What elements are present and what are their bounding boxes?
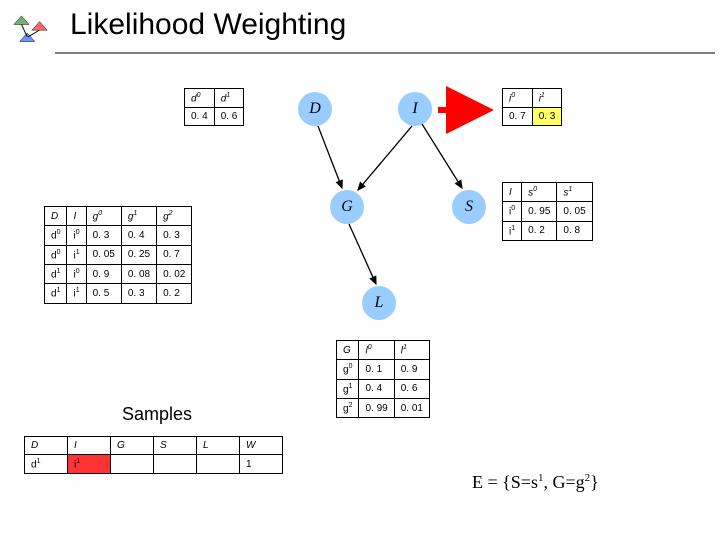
table-L: Gl0l1 g00. 10. 9 g10. 40. 6 g20. 990. 01 xyxy=(336,340,430,418)
table-G: DIg0g1g2 d0i00. 30. 40. 3 d0i10. 050. 25… xyxy=(44,206,192,304)
node-G: G xyxy=(330,190,364,224)
logo-icon xyxy=(12,14,50,52)
node-L: L xyxy=(362,286,396,320)
node-I: I xyxy=(398,92,432,126)
node-S: S xyxy=(452,190,486,224)
table-I: i0i1 0. 70. 3 xyxy=(502,88,562,126)
evidence-text: E = {S=s1, G=g2} xyxy=(472,472,599,493)
table-S: Is0s1 i00. 950. 05 i10. 20. 8 xyxy=(502,182,593,241)
page-title: Likelihood Weighting xyxy=(70,8,346,42)
samples-label: Samples xyxy=(122,404,192,425)
table-samples: D I G S L W d1 i1 1 xyxy=(24,436,283,474)
title-underline xyxy=(55,52,715,54)
node-D: D xyxy=(298,92,332,126)
table-D: d0d1 0. 40. 6 xyxy=(184,88,244,126)
